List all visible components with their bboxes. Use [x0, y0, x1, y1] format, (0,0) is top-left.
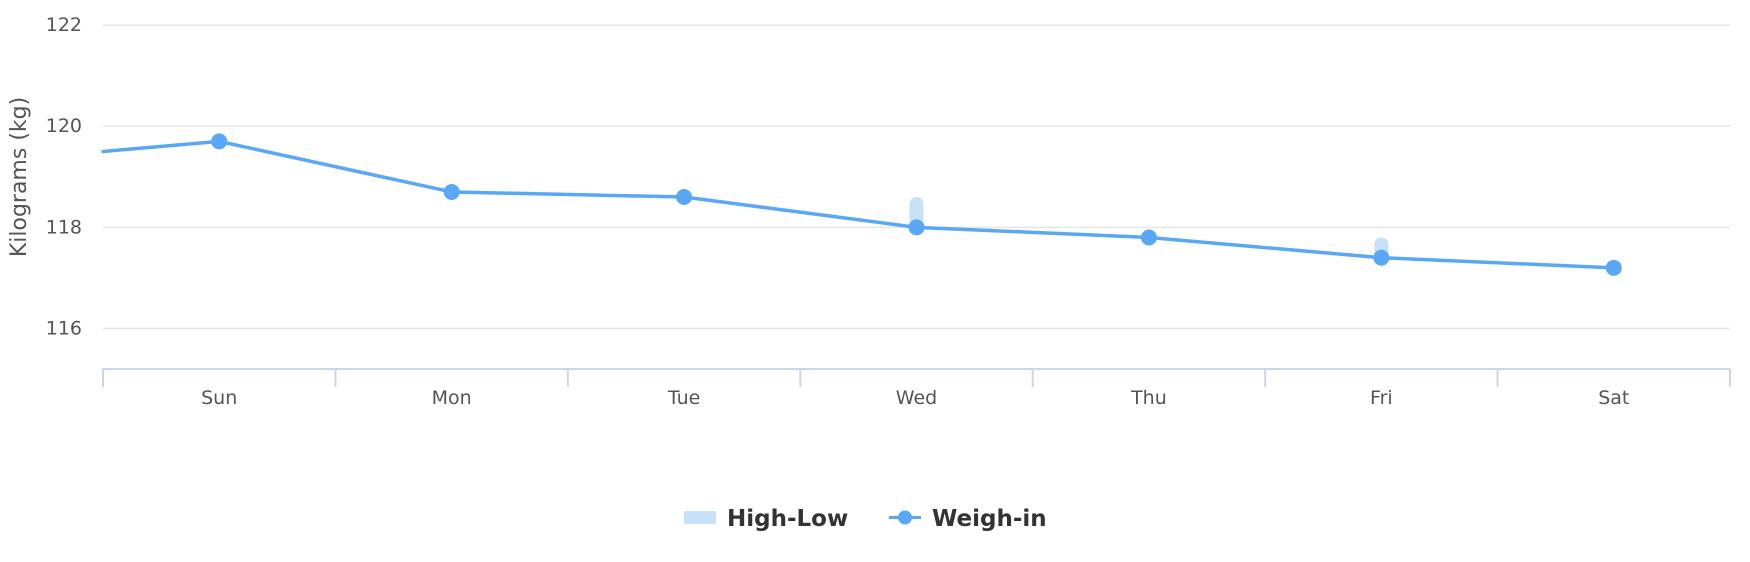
weigh-in-point-sun[interactable]	[211, 133, 228, 150]
weigh-in-point-mon[interactable]	[443, 183, 460, 200]
high-low-bar-wed[interactable]	[909, 197, 924, 228]
legend-item-high-low[interactable]: High-Low	[684, 506, 848, 532]
weigh-in-point-fri[interactable]	[1373, 249, 1390, 266]
y-tick-labels: 116 118 120 122	[46, 14, 82, 340]
y-gridlines	[103, 24, 1730, 330]
y-tick-label: 116	[46, 318, 82, 340]
weigh-in-point-sat[interactable]	[1605, 259, 1622, 276]
legend-label-weigh-in: Weigh-in	[932, 506, 1047, 532]
x-tick-labels: Sun Mon Tue Wed Thu Fri Sat	[201, 387, 1629, 409]
weigh-in-series	[101, 133, 1622, 276]
legend-item-weigh-in[interactable]: Weigh-in	[889, 506, 1047, 532]
legend[interactable]: High-Low Weigh-in	[684, 506, 1047, 532]
x-axis	[102, 368, 1731, 387]
legend-label-high-low: High-Low	[727, 506, 848, 532]
weigh-in-point-thu[interactable]	[1140, 229, 1157, 246]
x-tick-label-wed: Wed	[896, 387, 937, 409]
y-tick-label: 120	[46, 115, 82, 137]
x-tick-label-tue: Tue	[667, 387, 700, 409]
x-tick-label-thu: Thu	[1130, 387, 1167, 409]
x-tick-label-sat: Sat	[1598, 387, 1629, 409]
y-tick-label: 118	[46, 216, 82, 238]
y-axis-title: Kilograms (kg)	[7, 97, 32, 257]
legend-marker-weigh-in	[898, 510, 912, 525]
x-tick-label-mon: Mon	[432, 387, 472, 409]
weigh-in-point-tue[interactable]	[676, 189, 693, 205]
x-tick-label-fri: Fri	[1370, 387, 1393, 409]
weigh-in-point-wed[interactable]	[908, 219, 925, 236]
x-tick-label-sun: Sun	[201, 387, 237, 409]
legend-swatch-high-low	[684, 511, 716, 524]
y-tick-label: 122	[46, 14, 82, 36]
weigh-in-line	[101, 139, 1616, 270]
